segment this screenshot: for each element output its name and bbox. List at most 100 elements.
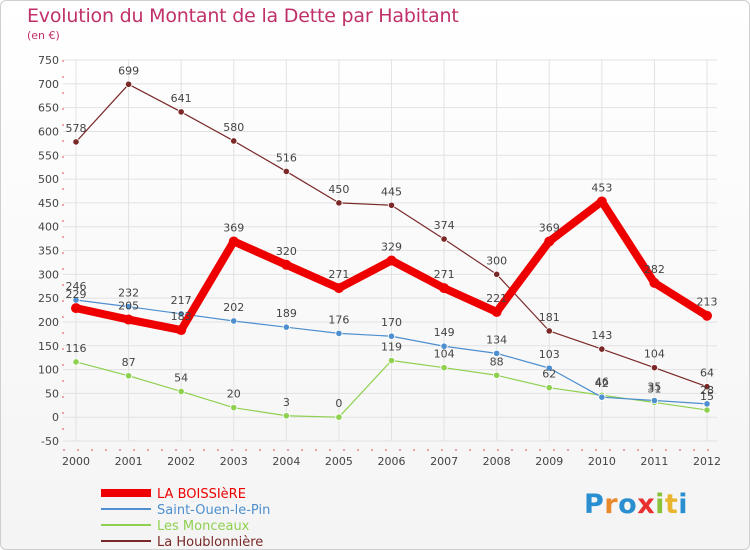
y-tick-label: 350 <box>38 245 59 258</box>
data-label-layer: 2292051833693202713292712213694532822132… <box>66 64 718 410</box>
data-label: 183 <box>171 310 192 323</box>
data-label: 271 <box>434 268 455 281</box>
data-label: 232 <box>118 287 139 300</box>
y-tick-label: 400 <box>38 221 59 234</box>
data-label: 35 <box>647 381 661 394</box>
data-point <box>703 406 711 414</box>
data-label: 181 <box>539 311 560 324</box>
data-label: 329 <box>381 241 402 254</box>
data-point <box>387 201 396 209</box>
data-label: 229 <box>66 288 87 301</box>
data-point <box>230 137 238 145</box>
data-label: 580 <box>223 121 244 134</box>
data-label: 320 <box>276 245 297 258</box>
y-tick-label: 600 <box>38 125 59 138</box>
data-label: 104 <box>644 348 665 361</box>
x-tick-label: 2003 <box>220 455 248 468</box>
x-tick-label: 2001 <box>115 455 143 468</box>
axis-layer: -500501001502002503003504004505005506006… <box>38 54 721 468</box>
data-label: 31 <box>647 382 661 395</box>
x-tick-label: 2011 <box>640 455 668 468</box>
data-point <box>228 236 239 247</box>
data-label: 176 <box>328 313 349 326</box>
data-point <box>491 306 502 317</box>
data-point <box>124 303 133 311</box>
data-point <box>123 314 134 325</box>
data-point <box>281 259 292 270</box>
data-label: 221 <box>486 292 507 305</box>
legend-label: Saint-Ouen-le-Pin <box>157 503 270 518</box>
data-point <box>649 277 660 288</box>
data-point <box>545 364 553 372</box>
data-label: 369 <box>223 221 244 234</box>
x-tick-label: 2004 <box>272 455 300 468</box>
data-point <box>545 384 553 392</box>
data-point <box>386 255 397 266</box>
data-label: 64 <box>700 367 714 380</box>
x-tick-label: 2005 <box>325 455 353 468</box>
data-label: 699 <box>118 64 139 77</box>
data-point <box>333 283 344 294</box>
data-point <box>282 323 290 331</box>
data-point <box>440 235 448 243</box>
data-point <box>177 108 185 116</box>
data-point <box>439 283 450 294</box>
x-tick-label: 2008 <box>483 455 511 468</box>
y-tick-label: -50 <box>41 435 59 448</box>
data-point <box>387 332 396 340</box>
data-point <box>702 310 712 321</box>
data-point <box>440 364 448 372</box>
data-point <box>335 413 343 421</box>
data-point <box>493 270 501 278</box>
y-tick-label: 100 <box>38 364 59 377</box>
chart-subtitle: (en €) <box>27 29 60 42</box>
data-label: 516 <box>276 151 297 164</box>
data-point <box>596 196 607 207</box>
data-label: 578 <box>66 122 87 135</box>
data-label: 104 <box>434 348 455 361</box>
y-tick-label: 450 <box>38 197 59 210</box>
data-label: 213 <box>697 296 718 309</box>
x-tick-label: 2006 <box>378 455 406 468</box>
data-point <box>440 342 448 350</box>
data-point <box>493 371 501 379</box>
y-tick-label: 500 <box>38 173 59 186</box>
data-label: 271 <box>328 268 349 281</box>
data-label: 103 <box>539 348 560 361</box>
data-label: 374 <box>434 219 455 232</box>
legend-label: La Houblonnière <box>157 535 263 550</box>
data-label: 282 <box>644 263 665 276</box>
chart-title: Evolution du Montant de la Dette par Hab… <box>27 5 459 27</box>
data-point <box>544 236 555 247</box>
data-point <box>598 345 606 353</box>
data-label: 46 <box>595 375 609 388</box>
data-label: 149 <box>434 326 455 339</box>
data-label: 28 <box>700 384 714 397</box>
data-label: 134 <box>486 333 507 346</box>
data-label: 202 <box>223 301 244 314</box>
data-label: 170 <box>381 316 402 329</box>
data-label: 3 <box>283 396 290 409</box>
data-point <box>282 412 290 420</box>
data-point <box>335 199 343 207</box>
x-tick-label: 2010 <box>588 455 616 468</box>
x-tick-label: 2007 <box>430 455 458 468</box>
x-tick-label: 2009 <box>535 455 563 468</box>
data-point <box>230 404 238 412</box>
data-label: 116 <box>66 342 87 355</box>
x-tick-label: 2002 <box>167 455 195 468</box>
data-label: 300 <box>486 254 507 267</box>
data-point <box>598 393 606 401</box>
data-label: 189 <box>276 307 297 320</box>
data-point <box>493 349 501 357</box>
y-tick-label: 650 <box>38 102 59 115</box>
data-label: 246 <box>66 280 87 293</box>
data-point <box>177 387 185 396</box>
y-tick-label: 550 <box>38 149 59 162</box>
x-tick-label: 2012 <box>693 455 721 468</box>
data-point <box>335 329 343 337</box>
y-tick-label: 750 <box>38 54 59 67</box>
data-label: 369 <box>539 221 560 234</box>
